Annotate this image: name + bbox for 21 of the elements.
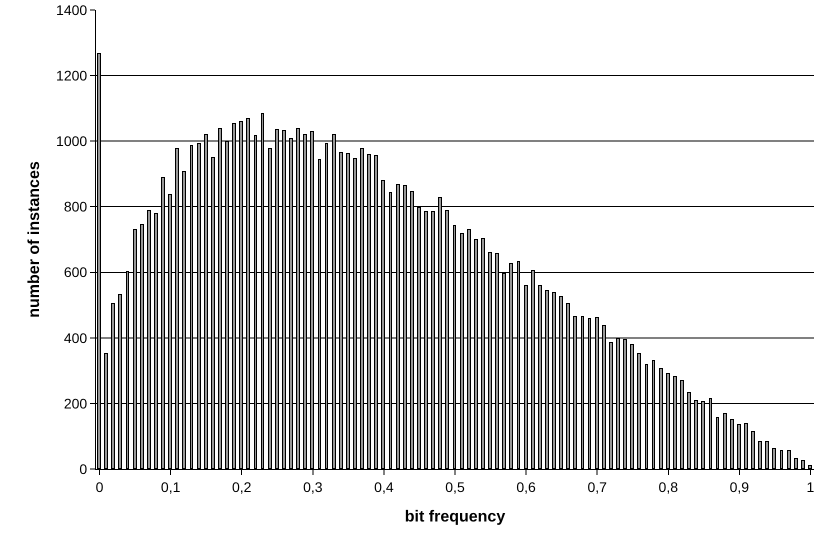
x-tick-label: 0,6 [516,478,536,495]
x-tick-label: 0,2 [232,478,252,495]
x-tick-label: 1 [806,478,815,495]
y-tick-label: 1000 [56,133,88,150]
x-tick-label: 0,1 [160,478,181,495]
y-tick-label: 0 [79,460,88,477]
y-tick-label: 400 [64,330,88,346]
y-axis-title: number of instances [26,161,43,318]
y-tick-label: 200 [64,395,88,412]
y-tick-label: 800 [64,198,88,215]
y-tick-label: 1200 [56,67,88,84]
x-tick-label: 0,7 [587,478,608,495]
x-tick-label: 0,4 [374,478,394,495]
y-tick-label: 1400 [56,2,88,18]
x-axis-title: bit frequency [404,508,506,526]
x-tick-label: 0,8 [658,478,678,495]
x-tick-label: 0,3 [303,478,323,495]
x-tick-label: 0,5 [445,478,465,495]
x-tick-label: 0 [96,478,104,495]
y-tick-label: 600 [64,264,88,280]
x-tick-label: 0,9 [730,478,750,495]
